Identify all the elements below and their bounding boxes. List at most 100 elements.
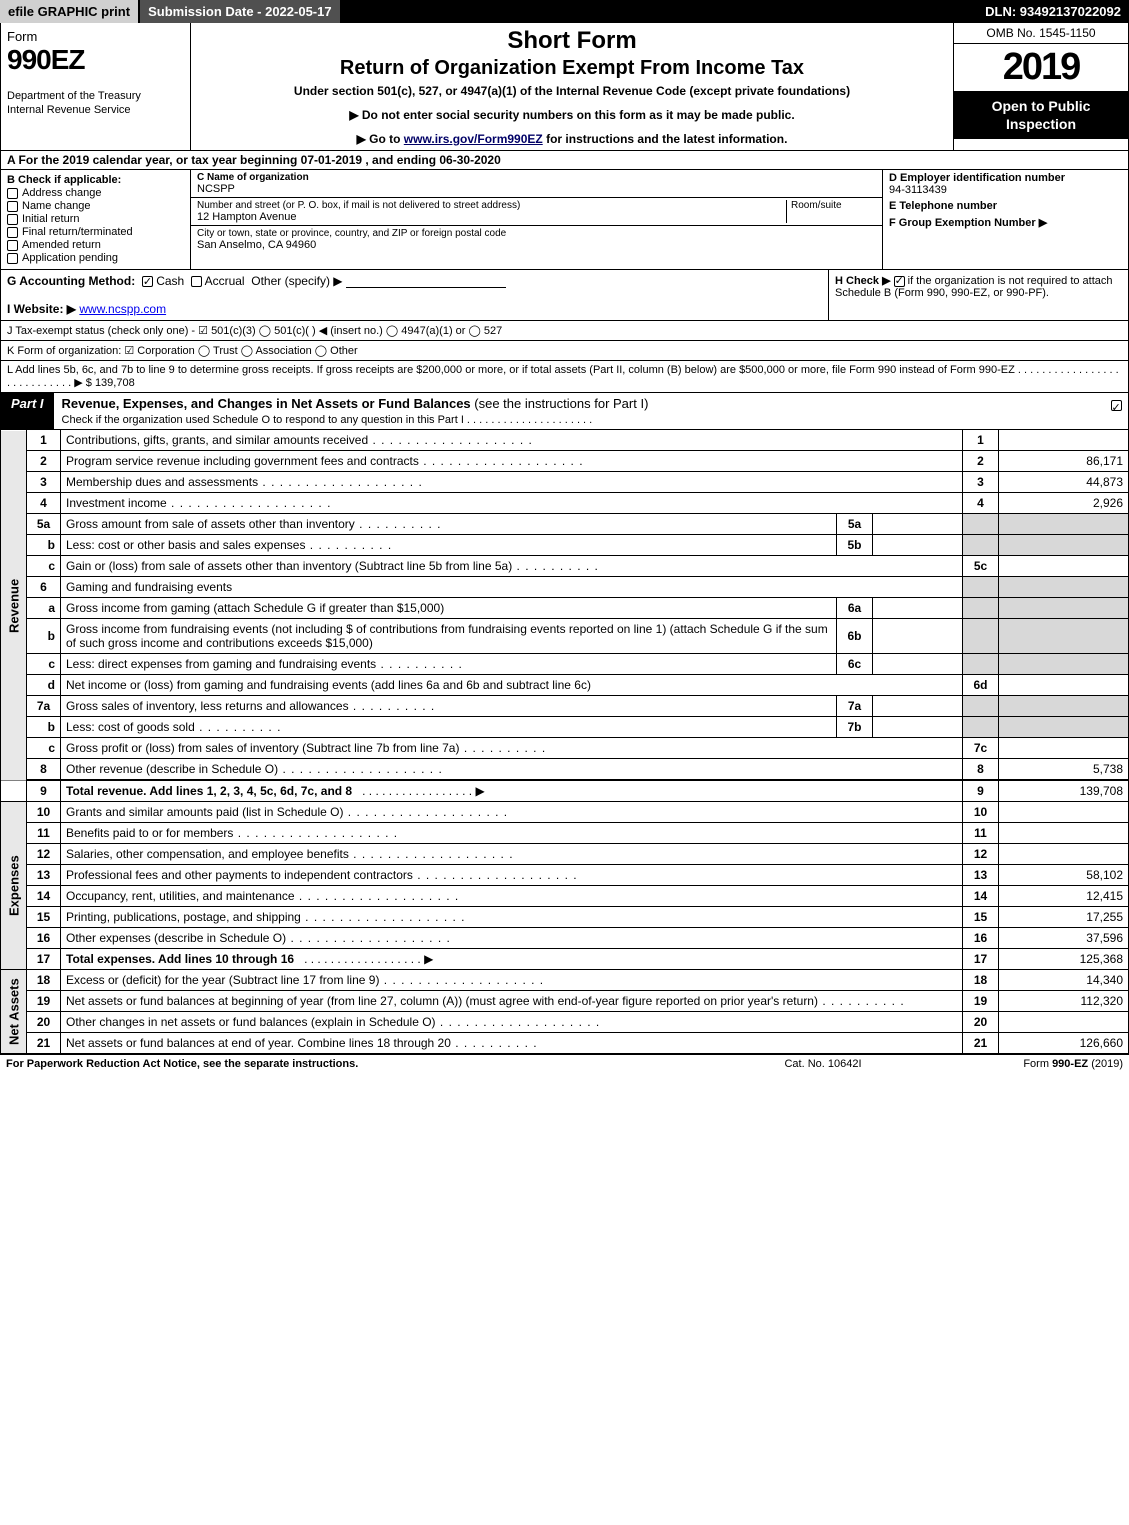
line-value: 2,926 <box>999 493 1129 514</box>
line-value: 37,596 <box>999 928 1129 949</box>
box-bcd-row: B Check if applicable: Address change Na… <box>0 170 1129 270</box>
line-value: 126,660 <box>999 1033 1129 1054</box>
form-header: Form 990EZ Department of the Treasury In… <box>0 23 1129 151</box>
addr-label: Number and street (or P. O. box, if mail… <box>197 200 786 211</box>
table-row: 2 Program service revenue including gove… <box>1 451 1129 472</box>
table-row: 19 Net assets or fund balances at beginn… <box>1 991 1129 1012</box>
website-link[interactable]: www.ncspp.com <box>79 302 166 316</box>
line-num: 9 <box>27 780 61 802</box>
accrual-label: Accrual <box>205 274 245 288</box>
line-desc: Gross amount from sale of assets other t… <box>61 514 837 535</box>
section-netassets-label: Net Assets <box>1 970 27 1054</box>
box-b: B Check if applicable: Address change Na… <box>1 170 191 269</box>
other-specify-input[interactable] <box>346 274 506 288</box>
shade-cell <box>963 717 999 738</box>
room-label: Room/suite <box>791 200 876 211</box>
line-num: 12 <box>27 844 61 865</box>
header-right: OMB No. 1545-1150 2019 Open to Public In… <box>953 23 1128 150</box>
l-value: 139,708 <box>95 377 135 389</box>
dept-line1: Department of the Treasury <box>7 90 141 102</box>
line-num: 16 <box>27 928 61 949</box>
part1-checkbox[interactable] <box>1104 393 1128 429</box>
table-row: a Gross income from gaming (attach Sched… <box>1 598 1129 619</box>
shade-cell <box>963 514 999 535</box>
line-desc: Investment income <box>61 493 963 514</box>
instr-goto: ▶ Go to www.irs.gov/Form990EZ for instru… <box>197 132 947 146</box>
line-num: 2 <box>27 451 61 472</box>
shade-cell <box>999 717 1129 738</box>
inner-value <box>873 535 963 556</box>
form-word: Form <box>7 29 184 44</box>
line-desc: Other expenses (describe in Schedule O) <box>61 928 963 949</box>
table-row: b Gross income from fundraising events (… <box>1 619 1129 654</box>
table-row: 5a Gross amount from sale of assets othe… <box>1 514 1129 535</box>
inner-num: 5a <box>837 514 873 535</box>
line-desc: Less: direct expenses from gaming and fu… <box>61 654 837 675</box>
shade-cell <box>963 598 999 619</box>
checkbox-amended-return[interactable]: Amended return <box>7 239 184 251</box>
line-num: 4 <box>27 493 61 514</box>
omb-number: OMB No. 1545-1150 <box>954 23 1128 44</box>
line-num: 19 <box>27 991 61 1012</box>
table-row: 14 Occupancy, rent, utilities, and maint… <box>1 886 1129 907</box>
table-row: 11 Benefits paid to or for members 11 <box>1 823 1129 844</box>
checkbox-name-change[interactable]: Name change <box>7 200 184 212</box>
line-num: 3 <box>27 472 61 493</box>
checkbox-final-return[interactable]: Final return/terminated <box>7 226 184 238</box>
efile-print-button[interactable]: efile GRAPHIC print <box>0 0 140 23</box>
irs-link[interactable]: www.irs.gov/Form990EZ <box>404 132 543 146</box>
table-row: 21 Net assets or fund balances at end of… <box>1 1033 1129 1054</box>
checkbox-cash[interactable] <box>142 276 153 287</box>
k-form-organization: K Form of organization: ☑ Corporation ◯ … <box>0 341 1129 361</box>
line-value: 12,415 <box>999 886 1129 907</box>
line-desc: Net assets or fund balances at end of ye… <box>61 1033 963 1054</box>
footer-left: For Paperwork Reduction Act Notice, see … <box>6 1058 723 1070</box>
checkbox-initial-return[interactable]: Initial return <box>7 213 184 225</box>
checkbox-accrual[interactable] <box>191 276 202 287</box>
tax-year: 2019 <box>954 44 1128 91</box>
checkbox-h[interactable] <box>894 276 905 287</box>
line-rnum: 20 <box>963 1012 999 1033</box>
chk-label: Final return/terminated <box>22 226 133 238</box>
line-desc: Gross income from gaming (attach Schedul… <box>61 598 837 619</box>
shade-cell <box>963 619 999 654</box>
inner-value <box>873 654 963 675</box>
line-num: 17 <box>27 949 61 970</box>
table-row: b Less: cost of goods sold 7b <box>1 717 1129 738</box>
line-desc: Gain or (loss) from sale of assets other… <box>61 556 963 577</box>
checkbox-icon <box>7 214 18 225</box>
shade-cell <box>963 654 999 675</box>
shade-cell <box>963 696 999 717</box>
checkbox-application-pending[interactable]: Application pending <box>7 252 184 264</box>
f-label: F Group Exemption Number ▶ <box>889 217 1047 229</box>
inner-value <box>873 598 963 619</box>
line-rnum: 7c <box>963 738 999 759</box>
g-label: G Accounting Method: <box>7 274 135 288</box>
shade-cell <box>999 577 1129 598</box>
line-desc: Gross sales of inventory, less returns a… <box>61 696 837 717</box>
inner-num: 6c <box>837 654 873 675</box>
checkbox-address-change[interactable]: Address change <box>7 187 184 199</box>
line-value: 139,708 <box>999 780 1129 802</box>
line-num: 8 <box>27 759 61 781</box>
inner-num: 5b <box>837 535 873 556</box>
c-label: C Name of organization <box>197 172 876 183</box>
inner-value <box>873 696 963 717</box>
line-num: 11 <box>27 823 61 844</box>
table-row: Expenses 10 Grants and similar amounts p… <box>1 802 1129 823</box>
d-label: D Employer identification number <box>889 172 1065 184</box>
line-desc: Gaming and fundraising events <box>61 577 963 598</box>
line-num: c <box>27 738 61 759</box>
line-value <box>999 675 1129 696</box>
line-desc: Other revenue (describe in Schedule O) <box>61 759 963 781</box>
line-rnum: 3 <box>963 472 999 493</box>
shade-cell <box>999 696 1129 717</box>
header-middle: Short Form Return of Organization Exempt… <box>191 23 953 150</box>
line-rnum: 4 <box>963 493 999 514</box>
chk-label: Amended return <box>22 239 101 251</box>
submission-date-label: Submission Date - 2022-05-17 <box>140 0 342 23</box>
table-row: 3 Membership dues and assessments 3 44,8… <box>1 472 1129 493</box>
checkbox-icon <box>7 227 18 238</box>
line-desc: Net income or (loss) from gaming and fun… <box>61 675 963 696</box>
city-label: City or town, state or province, country… <box>197 228 876 239</box>
